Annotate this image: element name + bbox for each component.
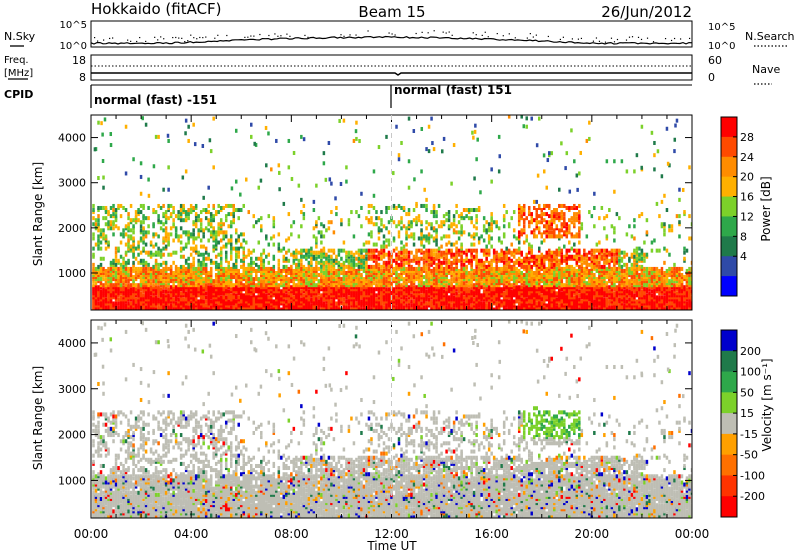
freq-tick-bottom: 8 (79, 71, 86, 84)
velocity-colorbar-label-3: 15 (740, 407, 754, 420)
velocity-ytick-label-3: 4000 (58, 337, 86, 350)
nsky-panel: N.Sky 10^5 10^0 10^5 10^0 N.Search (4, 20, 795, 52)
velocity-colorbar-band-2 (721, 371, 737, 393)
power-colorbar-label-3: 16 (740, 191, 754, 204)
time-tick-3: 12:00 (374, 527, 409, 541)
velocity-colorbar-label-5: -50 (740, 449, 758, 462)
power-axes: 1000 2000 3000 4000 (58, 115, 693, 310)
power-colorbar-band-6 (721, 236, 737, 257)
time-tick-6: 00:00 (675, 527, 710, 541)
velocity-colorbar-band-4 (721, 413, 737, 435)
velocity-ylabel: Slant Range [km] (31, 366, 45, 470)
velocity-colorbar-band-5 (721, 433, 737, 456)
power-colorbar-band-7 (721, 256, 737, 277)
power-colorbar-label-4: 12 (740, 210, 754, 223)
power-colorbar-band-3 (721, 176, 737, 198)
velocity-colorbar-band-7 (721, 475, 737, 497)
cpid-segment-2: normal (fast) 151 (394, 83, 512, 97)
station-title: Hokkaido (fitACF) (91, 0, 222, 18)
time-axis-labels: 00:00 04:00 08:00 12:00 16:00 20:00 00:00 (74, 527, 710, 541)
velocity-colorbar-label: Velocity [m s⁻¹] (760, 358, 774, 451)
velocity-colorbar-band-3 (721, 392, 737, 414)
cpid-label: CPID (4, 88, 33, 101)
power-colorbar-label: Power [dB] (759, 176, 773, 241)
freq-unit: [MHz] (4, 68, 33, 79)
power-ytick-label-1: 2000 (58, 222, 86, 235)
power-colorbar: 28 24 20 16 12 8 4 (720, 116, 754, 297)
power-colorbar-frame (720, 116, 738, 297)
velocity-colorbar: 200 100 50 15 -15 -50 -100 -200 (720, 329, 765, 518)
velocity-colorbar-label-4: -15 (740, 428, 758, 441)
nsky-left-tick-bottom: 10^0 (60, 41, 87, 52)
nsearch-series (94, 30, 691, 43)
freq-panel: Freq. [MHz] 18 8 60 0 Nave (4, 54, 780, 85)
power-panel: 1000 2000 3000 4000 Slant Range [km] 28 24 20… (31, 114, 773, 311)
time-tick-1: 04:00 (174, 527, 209, 541)
time-tick-4: 16:00 (474, 527, 509, 541)
velocity-ytick-label-1: 2000 (58, 429, 86, 442)
power-ylabel: Slant Range [km] (31, 162, 45, 266)
velocity-colorbar-band-8 (721, 496, 737, 518)
nave-label: Nave (752, 63, 780, 76)
beam-title: Beam 15 (358, 3, 425, 21)
time-axis-title: Time UT (366, 539, 417, 553)
velocity-colorbar-label-7: -200 (740, 490, 765, 503)
power-colorbar-band-4 (721, 196, 737, 217)
velocity-colorbar-band-6 (721, 454, 737, 476)
velocity-axes: 1000 2000 3000 4000 (58, 320, 693, 518)
power-ytick-label-0: 1000 (58, 267, 86, 280)
nsky-right-tick-bottom: 10^0 (708, 41, 735, 52)
velocity-heatmap (92, 320, 692, 518)
freq-label: Freq. (4, 55, 29, 66)
nsky-left-tick-top: 10^5 (60, 20, 87, 31)
nsky-label: N.Sky (4, 30, 36, 43)
velocity-colorbar-label-2: 50 (740, 386, 754, 399)
nave-tick-top: 60 (708, 54, 722, 67)
velocity-colorbar-band-1 (721, 350, 737, 373)
power-heatmap (92, 115, 692, 310)
velocity-colorbar-label-0: 200 (740, 345, 761, 358)
velocity-colorbar-label-6: -100 (740, 469, 765, 482)
power-ytick-label-3: 4000 (58, 132, 86, 145)
cpid-segment-1: normal (fast) -151 (94, 93, 217, 107)
power-colorbar-band-1 (721, 136, 737, 158)
power-colorbar-band-2 (721, 156, 737, 178)
velocity-colorbar-label-1: 100 (740, 366, 761, 379)
nave-tick-bottom: 0 (708, 71, 715, 84)
time-tick-2: 08:00 (274, 527, 309, 541)
power-colorbar-label-2: 20 (740, 171, 754, 184)
velocity-ytick-label-0: 1000 (58, 474, 86, 487)
nsky-frame (90, 20, 693, 48)
nsky-series (90, 35, 693, 45)
date-title: 26/Jun/2012 (601, 3, 692, 21)
power-colorbar-label-6: 4 (740, 250, 747, 263)
freq-tick-top: 18 (72, 54, 86, 67)
nsearch-label: N.Search (745, 30, 795, 43)
velocity-panel: 1000 2000 3000 4000 Slant Range [km] 200 100… (31, 319, 774, 519)
power-colorbar-band-8 (721, 276, 737, 297)
cpid-row: CPID normal (fast) -151 normal (fast) 15… (4, 83, 692, 108)
power-colorbar-label-1: 24 (740, 151, 754, 164)
freq-series (91, 72, 692, 76)
time-tick-0: 00:00 (74, 527, 109, 541)
freq-frame (90, 54, 693, 81)
power-ytick-label-2: 3000 (58, 177, 86, 190)
velocity-colorbar-band-0 (721, 330, 737, 352)
velocity-colorbar-frame (720, 329, 738, 518)
power-colorbar-label-0: 28 (740, 131, 754, 144)
power-colorbar-band-0 (721, 117, 737, 138)
velocity-ytick-label-2: 3000 (58, 383, 86, 396)
time-tick-5: 20:00 (575, 527, 610, 541)
nsky-right-tick-top: 10^5 (708, 22, 735, 33)
power-colorbar-label-5: 8 (740, 230, 747, 243)
power-colorbar-band-5 (721, 216, 737, 237)
